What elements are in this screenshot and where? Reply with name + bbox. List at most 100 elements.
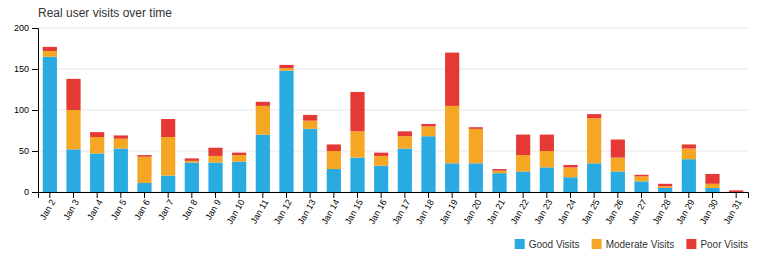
- tick-mark: [499, 192, 500, 198]
- tick-mark: [120, 192, 121, 198]
- tick-mark: [32, 69, 38, 70]
- tick: Jan 3: [61, 192, 81, 222]
- tick-mark: [712, 192, 713, 198]
- bar-series: [43, 51, 720, 188]
- bar-segment: [43, 51, 57, 57]
- bar-segment: [66, 149, 80, 192]
- bar-segment: [611, 172, 625, 193]
- bar-segment: [232, 162, 246, 192]
- tick: Jan 30: [698, 192, 720, 226]
- bar-series: [43, 57, 720, 192]
- tick-mark: [404, 192, 405, 198]
- tick: 50: [19, 146, 38, 156]
- bar-segment: [469, 127, 483, 129]
- bar-segment: [563, 177, 577, 192]
- tick-mark: [32, 151, 38, 152]
- bar-segment: [682, 144, 696, 148]
- tick-mark: [570, 192, 571, 198]
- bar-segment: [445, 163, 459, 192]
- bar-segment: [256, 102, 270, 106]
- bar-segment: [445, 106, 459, 163]
- legend-item: Moderate Visits: [592, 239, 675, 250]
- tick-label: Jan 20: [461, 198, 483, 226]
- bar-segment: [587, 118, 601, 163]
- bar-segment: [43, 57, 57, 192]
- tick-mark: [665, 192, 666, 198]
- bar-segment: [161, 137, 175, 176]
- bar-segment: [540, 167, 554, 192]
- tick-label: 200: [14, 23, 29, 33]
- bar-segment: [705, 174, 719, 184]
- bar-segment: [540, 135, 554, 151]
- bar-segment: [634, 181, 648, 192]
- bar-segment: [540, 151, 554, 167]
- tick: Jan 19: [438, 192, 460, 226]
- bar-segment: [374, 153, 388, 156]
- tick: 150: [14, 64, 38, 74]
- bar-segment: [185, 161, 199, 163]
- bar-segment: [563, 167, 577, 177]
- bar-segment: [279, 68, 293, 70]
- tick-label: Jan 9: [203, 198, 223, 222]
- tick-label: Jan 26: [603, 198, 625, 226]
- tick: Jan 15: [343, 192, 365, 226]
- tick-label: 150: [14, 64, 29, 74]
- bar-segment: [185, 158, 199, 160]
- tick: Jan 24: [556, 192, 578, 226]
- tick-mark: [333, 192, 334, 198]
- bar-segment: [492, 173, 506, 192]
- bar-segment: [658, 184, 672, 186]
- tick: Jan 6: [132, 192, 152, 222]
- bar-segment: [114, 135, 128, 138]
- bar-segment: [421, 124, 435, 126]
- bar-segment: [682, 159, 696, 192]
- tick-mark: [310, 192, 311, 198]
- legend-label: Poor Visits: [700, 239, 748, 250]
- bar-segment: [350, 92, 364, 131]
- bar-segment: [611, 158, 625, 172]
- tick-label: Jan 13: [296, 198, 318, 226]
- tick-label: Jan 2: [38, 198, 58, 222]
- legend-label: Moderate Visits: [606, 239, 675, 250]
- bar-segment: [208, 148, 222, 156]
- tick: Jan 4: [85, 192, 105, 222]
- bar-segment: [327, 144, 341, 151]
- bar-segment: [445, 53, 459, 106]
- tick: Jan 14: [319, 192, 341, 226]
- tick-mark: [168, 192, 169, 198]
- bar-segment: [587, 114, 601, 118]
- bar-segment: [232, 155, 246, 162]
- bar-segment: [469, 163, 483, 192]
- tick-mark: [523, 192, 524, 198]
- bar-segment: [587, 163, 601, 192]
- bar-segment: [137, 155, 151, 157]
- chart-container: Real user visits over time050100150200Ja…: [0, 0, 760, 254]
- bar-segment: [705, 184, 719, 188]
- tick-label: Jan 30: [698, 198, 720, 226]
- tick-label: Jan 3: [61, 198, 81, 222]
- tick-mark: [32, 110, 38, 111]
- bar-segment: [303, 121, 317, 129]
- tick: Jan 27: [627, 192, 649, 226]
- bar-segment: [185, 162, 199, 192]
- bar-segment: [161, 176, 175, 192]
- bar-segment: [114, 139, 128, 149]
- tick-mark: [428, 192, 429, 198]
- tick-mark: [452, 192, 453, 198]
- legend-swatch: [686, 239, 696, 249]
- grid-line: [38, 28, 748, 29]
- tick-mark: [215, 192, 216, 198]
- chart-title: Real user visits over time: [38, 6, 172, 20]
- bar-segment: [492, 169, 506, 171]
- tick: Jan 21: [485, 192, 507, 226]
- bar-segment: [327, 151, 341, 169]
- bar-segment: [90, 153, 104, 192]
- bar-segment: [350, 158, 364, 192]
- tick-mark: [239, 192, 240, 198]
- bar-segment: [208, 156, 222, 163]
- bar-segment: [279, 71, 293, 192]
- tick: Jan 9: [203, 192, 223, 222]
- tick-mark: [617, 192, 618, 198]
- bar-segment: [469, 129, 483, 163]
- tick: Jan 28: [651, 192, 673, 226]
